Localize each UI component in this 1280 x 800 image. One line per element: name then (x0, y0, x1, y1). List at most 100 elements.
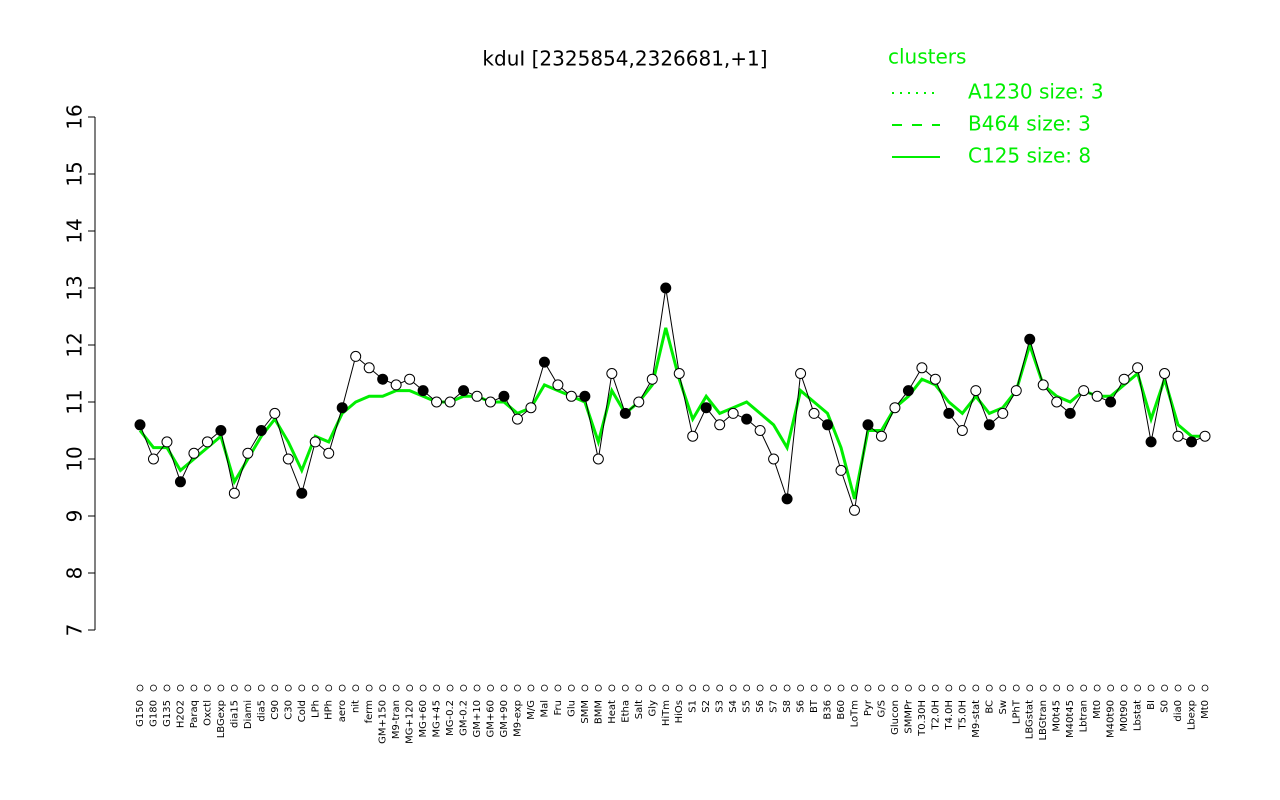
point (431, 396, 443, 408)
point (336, 402, 348, 414)
point (997, 407, 1009, 419)
point (134, 419, 146, 431)
point (390, 379, 402, 391)
point (1132, 362, 1144, 374)
point (1118, 373, 1130, 385)
x-tick-label: GM+90 (499, 700, 510, 737)
y-tick-label: 13 (63, 275, 87, 300)
y-tick-label: 12 (63, 332, 87, 357)
rug-dot (433, 684, 440, 692)
rug-dot (554, 684, 562, 692)
point (1199, 430, 1211, 442)
rug-dot (311, 684, 319, 692)
point (875, 430, 887, 442)
rug-dot (514, 684, 521, 692)
point (1051, 396, 1063, 408)
point (1172, 430, 1184, 442)
x-tick-label: C90 (270, 700, 281, 720)
x-tick-label: M/G (526, 700, 537, 720)
rug-dot (352, 684, 360, 692)
rug-dot (446, 684, 454, 692)
x-tick-label: SMM (580, 700, 591, 724)
point (511, 413, 523, 425)
x-tick-label: M0t90 (1119, 700, 1130, 732)
x-tick-label: M9-tran (391, 700, 402, 739)
rug-dot (864, 684, 872, 692)
x-tick-label: LPhT (1011, 699, 1022, 724)
x-tick-label: S2 (701, 700, 712, 713)
x-tick-label: Paraq (189, 700, 200, 728)
rug-dot (878, 684, 885, 692)
point (242, 447, 254, 459)
rug-dot (931, 684, 939, 692)
point (498, 390, 510, 402)
point (1024, 333, 1036, 345)
rug-dot (716, 684, 724, 692)
point (741, 413, 753, 425)
point (848, 504, 860, 516)
point (444, 396, 456, 408)
rug-dot (918, 684, 926, 692)
rug-dot (689, 684, 697, 692)
x-tick-label: LBGexp (216, 700, 227, 738)
y-tick-label: 15 (63, 161, 87, 186)
y-tick-label: 11 (63, 389, 87, 414)
rug-dot (1188, 684, 1195, 692)
x-tick-label: M40t90 (1106, 700, 1117, 738)
rug-dot (743, 684, 751, 692)
x-tick-label: Lbexp (1187, 700, 1198, 730)
y-tick-label: 14 (63, 218, 87, 243)
point (255, 425, 267, 436)
point (458, 385, 470, 397)
rug-dot (1066, 684, 1074, 692)
rug-dot (567, 684, 575, 692)
point (1078, 385, 1090, 397)
point (822, 419, 834, 431)
point (687, 430, 699, 442)
point (471, 390, 483, 402)
x-tick-label: Mal (539, 700, 550, 718)
point (714, 419, 726, 431)
rug-dot (729, 684, 737, 692)
x-tick-label: Oxctl (202, 700, 213, 726)
point (215, 425, 227, 436)
point (188, 447, 200, 459)
rug-dot (945, 684, 953, 692)
rug-dot (1120, 684, 1128, 692)
profile-line (139, 287, 1206, 511)
point (808, 407, 820, 419)
x-tick-label: Mt0 (1200, 700, 1211, 719)
x-tick-label: LBGtran (1038, 700, 1049, 741)
x-tick-label: T4.0H (944, 700, 955, 731)
point (1105, 396, 1117, 408)
x-tick-label: LPh (310, 700, 321, 718)
x-tick-label: C30 (283, 700, 294, 720)
rug-dot (1053, 684, 1061, 692)
x-tick-label: SMMPr (903, 699, 914, 733)
x-tick-label: Gly (647, 700, 658, 717)
chart-title: kduI [2325854,2326681,+1] (482, 47, 767, 71)
point (565, 390, 577, 402)
point (350, 350, 362, 362)
rug-dot (150, 684, 157, 692)
point (417, 385, 429, 397)
x-tick-label: G135 (162, 700, 173, 727)
point (161, 436, 173, 448)
rug-dot (244, 684, 252, 692)
x-tick-label: MG+60 (418, 700, 429, 737)
y-tick-label: 8 (63, 567, 87, 580)
x-tick-label: G/S (876, 700, 887, 717)
point (943, 407, 955, 419)
x-tick-label: M9-exp (512, 700, 523, 737)
y-tick-label: 16 (63, 104, 87, 129)
x-tick-label: ferm (364, 700, 375, 723)
point (606, 368, 618, 379)
x-tick-label: Lbtran (1079, 700, 1090, 732)
point (592, 453, 604, 465)
point (228, 487, 240, 499)
x-tick-label: Fru (553, 700, 564, 715)
legend-label: C125 size: 8 (968, 144, 1091, 168)
rug-dot (338, 684, 346, 692)
x-tick-label: Salt (634, 700, 645, 719)
x-tick-label: BC (984, 700, 995, 714)
